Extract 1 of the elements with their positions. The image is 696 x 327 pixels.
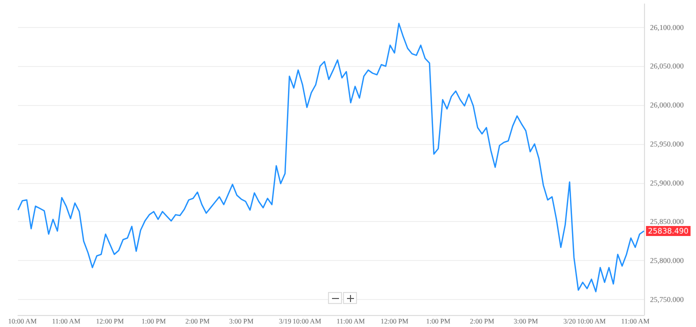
line-series xyxy=(17,22,645,292)
